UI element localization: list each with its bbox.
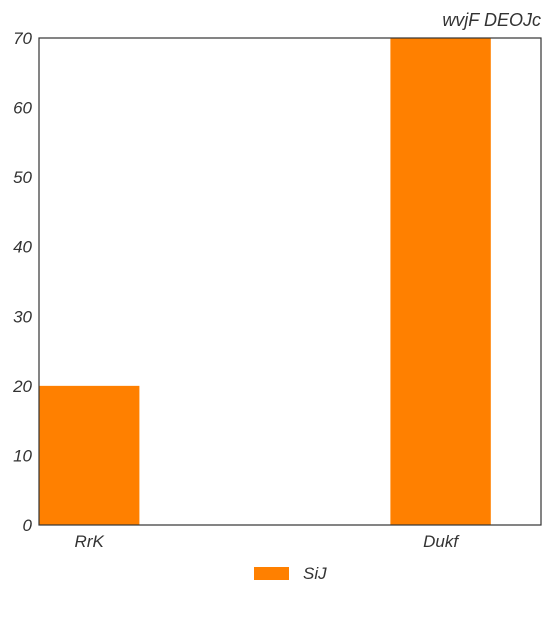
y-tick-label: 0 <box>23 516 33 535</box>
bars <box>39 38 491 525</box>
y-tick-label: 50 <box>13 168 32 187</box>
x-tick-label: Dukf <box>423 532 460 551</box>
y-tick-label: 40 <box>13 238 32 257</box>
plot-frame <box>38 37 542 526</box>
chart-title: wvjF DEOJc <box>442 10 541 30</box>
y-tick-label: 20 <box>12 377 32 396</box>
bar <box>39 385 140 525</box>
legend-label: SiJ <box>303 564 327 583</box>
x-axis-labels: RrK Dukf <box>75 532 461 551</box>
y-tick-label: 70 <box>13 29 32 48</box>
y-tick-label: 10 <box>13 446 32 465</box>
y-tick-label: 30 <box>13 307 32 326</box>
legend: SiJ <box>254 564 327 583</box>
bar <box>390 38 491 525</box>
y-axis-ticks: 0 10 20 30 40 50 60 70 <box>12 29 32 535</box>
legend-swatch <box>254 567 289 580</box>
x-tick-label: RrK <box>75 532 105 551</box>
y-tick-label: 60 <box>13 99 32 118</box>
